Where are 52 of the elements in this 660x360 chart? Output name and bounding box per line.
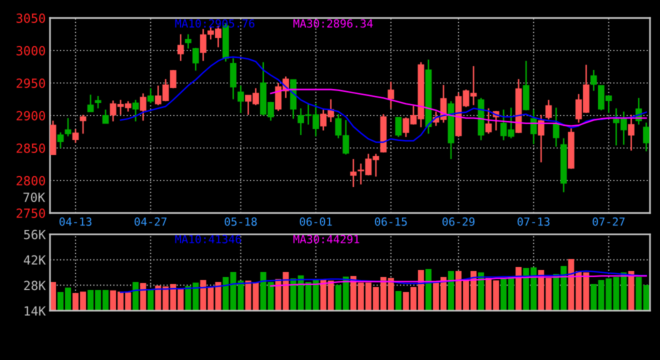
x-tick-label: 04-27: [134, 217, 167, 226]
y-tick-label: 2900: [16, 111, 46, 120]
candlestick: [395, 116, 402, 138]
candlestick: [238, 84, 244, 114]
x-tick-label: 07-27: [592, 217, 625, 226]
x-tick-label: 06-01: [300, 217, 332, 226]
candlestick: [87, 94, 94, 112]
x-tick-label: 05-18: [224, 217, 257, 226]
candlestick: [388, 81, 394, 110]
y-tick-label: 2800: [16, 176, 46, 186]
line-series: [270, 275, 647, 287]
candlestick: [94, 95, 102, 110]
candlestick: [102, 108, 109, 124]
y-tick-label: 2950: [16, 78, 46, 88]
candlestick: [184, 34, 192, 50]
line-series: [120, 270, 647, 294]
candlestick: [140, 92, 146, 122]
candlestick: [72, 128, 79, 144]
candlestick: [552, 107, 560, 148]
candlestick: [485, 108, 492, 134]
candlestick: [200, 28, 206, 62]
x-tick-label: 04-13: [60, 217, 92, 226]
y-tick-label: 3000: [16, 46, 46, 56]
candlestick: [545, 99, 552, 120]
x-tick-label: 07-13: [518, 217, 550, 226]
candlestick: [177, 34, 184, 62]
candlestick: [230, 58, 236, 100]
line-series: [120, 56, 647, 143]
candlestick: [643, 122, 650, 152]
candlestick: [530, 108, 537, 145]
x-tick-label: 06-29: [442, 217, 474, 226]
text: MA30:2896.34: [293, 19, 373, 28]
y-tick-label: 14K: [24, 306, 46, 316]
text: MA30:44291: [293, 234, 360, 244]
text: 70K: [23, 192, 46, 202]
candlestick: [147, 88, 154, 104]
y-tick-label: 3050: [16, 14, 46, 23]
text: MA10:2905.76: [175, 19, 254, 28]
x-tick-label: 06-15: [374, 217, 407, 226]
candlestick: [628, 114, 634, 152]
y-tick-label: 2750: [16, 208, 46, 218]
candlestick: [590, 69, 597, 92]
text: MA10:41346: [175, 234, 241, 244]
candlestick: [350, 158, 357, 188]
candlestick: [538, 114, 544, 163]
y-tick-label: 28K: [24, 280, 46, 290]
y-tick-label: 42K: [24, 255, 46, 265]
candlestick: [57, 132, 64, 149]
candlestick: [132, 99, 139, 122]
candlestick: [192, 47, 199, 72]
y-tick-label: 56K: [24, 230, 46, 240]
y-tick-label: 2850: [16, 144, 46, 153]
